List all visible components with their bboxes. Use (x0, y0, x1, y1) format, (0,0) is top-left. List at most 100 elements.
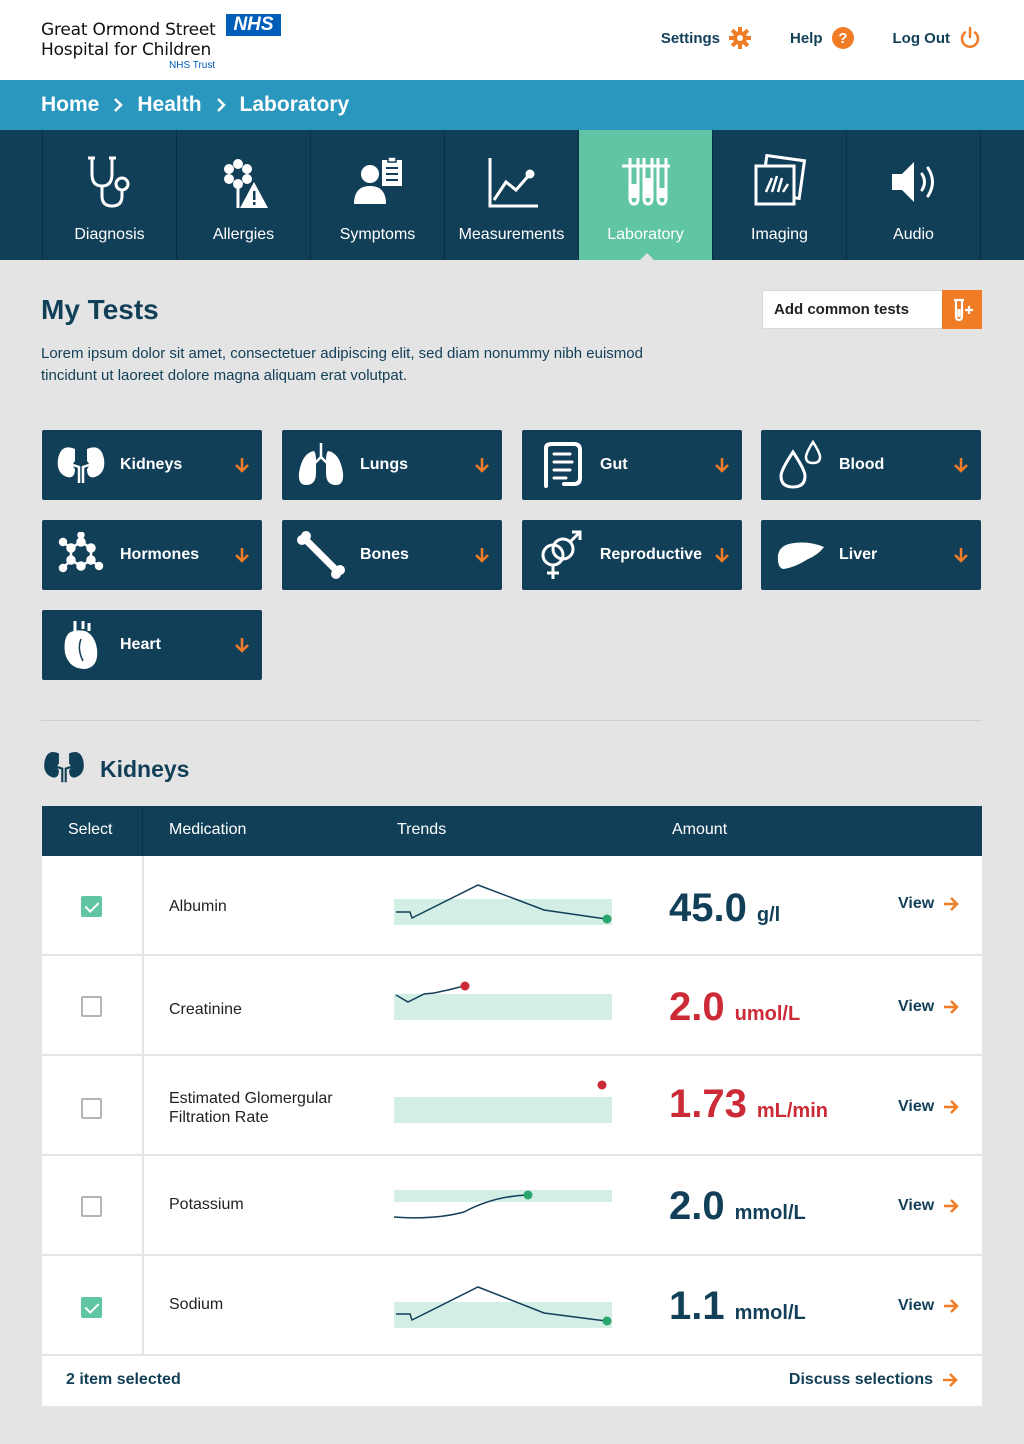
trend-sparkline (394, 1286, 612, 1328)
amount-value: 1.1 (669, 1284, 725, 1328)
trend-sparkline (394, 1080, 612, 1123)
row-checkbox[interactable] (81, 996, 102, 1017)
view-link[interactable]: View (898, 895, 959, 913)
amount-unit: umol/L (734, 1003, 801, 1025)
nav-allergies[interactable]: Allergies (177, 130, 311, 260)
liver-icon (761, 537, 839, 573)
medication-name: Creatinine (169, 1001, 242, 1018)
table-row: Estimated Glomergular Filtration Rate 1.… (42, 1056, 982, 1156)
arrow-down-icon (702, 457, 742, 473)
breadcrumb-home[interactable]: Home (41, 93, 100, 116)
category-tile-reproductive[interactable]: Reproductive (522, 520, 742, 590)
settings-link[interactable]: Settings (661, 26, 752, 50)
chevron-right-icon (216, 97, 226, 113)
category-tile-lungs[interactable]: Lungs (282, 430, 502, 500)
lungs-icon (282, 441, 360, 489)
table-header: Select Medication Trends Amount (42, 806, 982, 856)
view-link[interactable]: View (898, 998, 959, 1016)
blood-drops-icon (761, 440, 839, 490)
flower-warning-icon (216, 152, 272, 212)
arrow-right-icon (943, 1373, 958, 1387)
add-common-tests-label: Add common tests (774, 301, 910, 318)
nav-audio[interactable]: Audio (847, 130, 981, 260)
arrow-down-icon (702, 547, 742, 563)
chevron-right-icon (113, 97, 124, 113)
category-tile-kidneys[interactable]: Kidneys (42, 430, 262, 500)
nav-symptoms[interactable]: Symptoms (311, 130, 445, 260)
logout-link[interactable]: Log Out (893, 26, 982, 50)
gut-icon (522, 440, 600, 490)
table-row: Potassium 2.0 mmol/L View (42, 1156, 982, 1256)
category-tile-heart[interactable]: Heart (42, 610, 262, 680)
nav-laboratory[interactable]: Laboratory (579, 130, 713, 261)
discuss-selections-link[interactable]: Discuss selections (789, 1371, 958, 1389)
view-label: View (898, 1098, 935, 1115)
hospital-logo[interactable]: Great Ormond Street Hospital for Childre… (41, 14, 285, 72)
page-title: My Tests (41, 294, 159, 325)
view-link[interactable]: View (898, 1098, 959, 1116)
kidneys-icon (41, 750, 87, 789)
table-row: Creatinine 2.0 umol/L View (42, 956, 982, 1056)
category-tile-gut[interactable]: Gut (522, 430, 742, 500)
amount-value: 2.0 (669, 1184, 725, 1228)
nav-measurements[interactable]: Measurements (445, 130, 579, 260)
row-checkbox[interactable] (81, 1098, 102, 1119)
breadcrumb-laboratory[interactable]: Laboratory (239, 93, 350, 116)
row-checkbox[interactable] (81, 1297, 102, 1318)
nhs-badge: NHS (226, 14, 281, 36)
stethoscope-icon (82, 152, 138, 212)
amount-value: 45.0 (669, 886, 747, 930)
category-tile-liver[interactable]: Liver (761, 520, 981, 590)
selected-count: 2 item selected (66, 1371, 181, 1388)
arrow-down-icon (462, 457, 502, 473)
trend-sparkline (394, 1190, 612, 1219)
table-row: Sodium 1.1 mmol/L View (42, 1256, 982, 1356)
test-tubes-icon (618, 152, 674, 212)
nav-diagnosis[interactable]: Diagnosis (43, 130, 177, 260)
arrow-down-icon (222, 637, 262, 653)
table-row: Albumin 45.0 g/l View (42, 856, 982, 956)
category-tile-hormones[interactable]: Hormones (42, 520, 262, 590)
add-common-tests-button[interactable]: Add common tests (762, 290, 982, 329)
bone-icon (282, 529, 360, 581)
section-title: Kidneys (100, 756, 190, 782)
category-label: Lungs (360, 456, 408, 473)
nav-label: Measurements (458, 226, 565, 243)
gender-icon (522, 529, 600, 581)
col-medication: Medication (169, 821, 247, 838)
logout-label: Log Out (892, 29, 950, 47)
kidneys-icon (42, 445, 120, 485)
arrow-down-icon (941, 547, 981, 563)
logo-line-1: Great Ormond Street (41, 20, 216, 40)
logo-line-2: Hospital for Children (41, 40, 212, 60)
view-link[interactable]: View (898, 1197, 959, 1215)
arrow-down-icon (941, 457, 981, 473)
amount-value: 1.73 (669, 1082, 747, 1126)
amount-unit: mmol/L (734, 1202, 806, 1224)
nav-label: Imaging (751, 226, 808, 243)
person-clipboard-icon (350, 152, 406, 212)
section-divider (41, 720, 982, 721)
svg-text:?: ? (838, 30, 847, 47)
category-tile-blood[interactable]: Blood (761, 430, 981, 500)
nav-label: Diagnosis (74, 226, 145, 243)
row-checkbox[interactable] (81, 896, 102, 917)
category-label: Heart (120, 636, 161, 653)
nav-imaging[interactable]: Imaging (713, 130, 847, 260)
nav-label: Audio (893, 226, 934, 243)
top-header: Great Ormond Street Hospital for Childre… (0, 0, 1024, 80)
trend-sparkline (394, 981, 612, 1020)
arrow-down-icon (462, 547, 502, 563)
settings-label: Settings (660, 29, 720, 47)
help-link[interactable]: Help ? (790, 26, 855, 50)
breadcrumb-health[interactable]: Health (137, 93, 202, 116)
arrow-right-icon (944, 1100, 959, 1114)
view-label: View (898, 1197, 935, 1214)
breadcrumb: Home Health Laboratory (0, 80, 1024, 130)
discuss-selections-label: Discuss selections (788, 1371, 933, 1388)
arrow-right-icon (944, 1199, 959, 1213)
view-link[interactable]: View (898, 1297, 959, 1315)
category-tile-bones[interactable]: Bones (282, 520, 502, 590)
category-label: Bones (360, 546, 409, 563)
row-checkbox[interactable] (81, 1196, 102, 1217)
